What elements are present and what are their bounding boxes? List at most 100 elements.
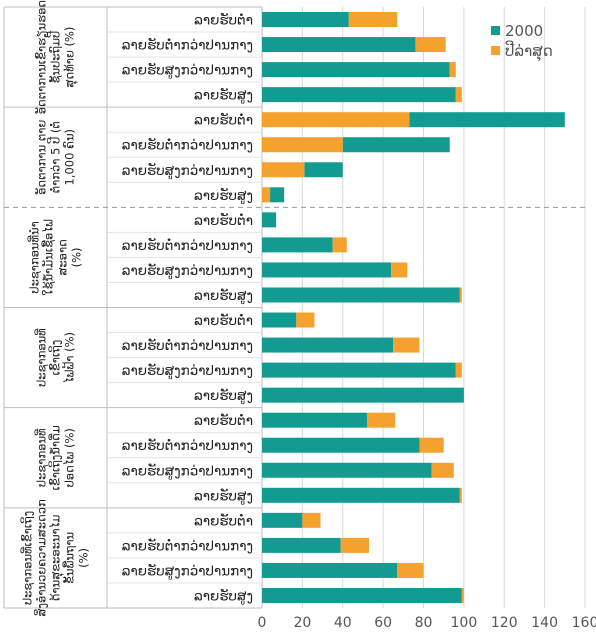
x-tick-label: 160 [572, 615, 596, 631]
category-label: ລາຍຮັບຕໍ່າ [194, 113, 253, 129]
group-label-line: ດ້ານສຸຂະອະນາໄມ [48, 515, 65, 602]
category-labels: ລາຍຮັບຕໍ່າລາຍຮັບຕໍ່າກວ່າປານກາງລາຍຮັບສູງກ… [122, 12, 253, 604]
bar-latest [397, 562, 424, 578]
bar-2000 [262, 287, 460, 303]
category-label: ລາຍຮັບສູງກວ່າປານກາງ [122, 263, 253, 279]
bar-2000 [262, 537, 341, 553]
bar-latest [302, 512, 321, 528]
group-label-line: (%) [77, 548, 91, 568]
bar-2000 [262, 237, 333, 253]
group-label-line: ຂັ້ນພື້ນຖານ [62, 532, 77, 584]
bar-2000 [262, 87, 456, 103]
category-label: ລາຍຮັບສູງ [194, 288, 253, 304]
group-label-line: ເຂົ້າເຖິງ [47, 340, 62, 376]
bar-latest [296, 312, 315, 328]
bar-2000 [342, 137, 450, 153]
chart-frame [3, 6, 585, 609]
group-label: ປະຊາກອນທີ່ເຂົ້າເຖິງສິ່ງອໍານວຍຄວາມສະດວກດ້… [19, 499, 90, 616]
legend-swatch [491, 26, 500, 35]
legend-swatch [491, 46, 500, 55]
category-label: ລາຍຮັບສູງ [194, 588, 253, 604]
x-tick-label: 140 [531, 615, 558, 631]
group-label-line: (%) [70, 247, 84, 267]
bar-2000 [262, 387, 464, 403]
bar-latest [419, 437, 444, 453]
x-tick-label: 100 [451, 615, 478, 631]
bar-2000 [262, 62, 450, 78]
group-label-line: ອັດຕາການເຂົ້າຮຽນຮອດ [34, 0, 49, 114]
category-label: ລາຍຮັບຕໍ່າ [194, 213, 253, 229]
category-label: ລາຍຮັບສູງ [194, 87, 253, 103]
x-tick-label: 60 [374, 615, 392, 631]
bar-2000 [262, 437, 420, 453]
legend-label: 2000 [505, 22, 543, 40]
bar-2000 [262, 262, 392, 278]
bar-latest [262, 137, 343, 153]
group-label-line: ປະຊາກອນທີ່ນໍາ [26, 221, 41, 293]
category-label: ລາຍຮັບຕໍ່າກວ່າປານກາງ [122, 238, 253, 254]
category-label: ລາຍຮັບສູງກວ່າປານກາງ [122, 563, 253, 579]
bar-2000 [262, 37, 416, 53]
category-label: ລາຍຮັບສູງກວ່າປານກາງ [122, 463, 253, 479]
bar-2000 [262, 362, 456, 378]
group-label-line: ອັດຕາການ ຕາຍ [34, 120, 48, 195]
category-label: ລາຍຮັບຕໍ່າກວ່າປານກາງ [122, 138, 253, 154]
category-label: ລາຍຮັບສູງ [194, 488, 253, 504]
group-label: ປະຊາກອນທີ່ເຂົ້າເຖິງໄຟຟ້າ (%) [33, 328, 76, 387]
category-label: ລາຍຮັບຕໍ່າກວ່າປານກາງ [122, 338, 253, 354]
bar-2000 [262, 562, 398, 578]
group-label-line: ສະອາດ [56, 239, 70, 276]
group-label: ອັດຕາການ ຕາຍຕໍ່າກວ່າ 5 ປີ (ຕໍ່1,000 ຄົນ) [34, 120, 76, 195]
bar-latest [366, 412, 396, 428]
group-label-line: ປະຊາກອນທີ່ເຂົ້າເຖິງ [19, 511, 34, 605]
bar-2000 [262, 587, 462, 603]
bar-2000 [270, 187, 285, 203]
bar-latest [391, 262, 408, 278]
category-label: ລາຍຮັບສູງ [194, 388, 253, 404]
legend-label: ປີລ່າສຸດ [505, 39, 553, 62]
group-label-line: ໄຟຟ້າ (%) [60, 332, 76, 383]
bar-2000 [304, 162, 343, 178]
group-label-line: ປອດໄພ (%) [62, 428, 77, 487]
group-label-line: 1,000 ຄົນ) [62, 129, 76, 186]
bar-2000 [262, 212, 277, 228]
bar-latest [262, 112, 410, 128]
category-label: ລາຍຮັບສູງກວ່າປານກາງ [122, 363, 253, 379]
category-label: ລາຍຮັບຕໍ່າກວ່າປານກາງ [122, 438, 253, 454]
x-tick-label: 0 [258, 615, 267, 631]
bar-latest [459, 487, 462, 503]
category-label: ລາຍຮັບສູງກວ່າປານກາງ [122, 163, 253, 179]
x-axis-ticks: 0 20 40 60 80 100 120 140 160 [258, 615, 596, 631]
group-label-line: ສຸດທ້າຍ (%) [62, 27, 79, 88]
category-label: ລາຍຮັບຕໍ່າ [194, 413, 253, 429]
bars [262, 12, 565, 603]
bar-latest [262, 162, 305, 178]
category-label: ລາຍຮັບຕໍ່າ [194, 313, 253, 329]
bar-latest [459, 287, 462, 303]
group-label: ປະຊາກອນທີ່ເຂົ້າເຖິງນໍ້າດື່ມປອດໄພ (%) [33, 425, 76, 490]
bar-latest [393, 337, 420, 353]
group-label-line: ໃຊ້ນໍ້າມັນເຊື້ອໄຟ [40, 219, 55, 296]
bar-latest [431, 462, 454, 478]
x-tick-label: 120 [491, 615, 518, 631]
bar-2000 [262, 487, 460, 503]
bar-latest [449, 62, 456, 78]
group-label-line: ເຂົ້າເຖິງນໍ້າດື່ມ [47, 425, 62, 490]
category-label: ລາຍຮັບຕໍ່າກວ່າປານກາງ [122, 538, 253, 554]
grid-lines [261, 7, 586, 608]
bar-latest [340, 537, 369, 553]
bar-2000 [409, 112, 565, 128]
bar-2000 [262, 462, 432, 478]
bar-2000 [262, 12, 349, 28]
group-label-line: ປະຊາກອນທີ່ [33, 428, 48, 487]
category-label: ລາຍຮັບຕໍ່າ [194, 513, 253, 529]
group-label-line: ປະຊາກອນທີ່ [33, 328, 48, 387]
category-label: ລາຍຮັບສູງ [194, 188, 253, 204]
group-label: ປະຊາກອນທີ່ນໍາໃຊ້ນໍ້າມັນເຊື້ອໄຟສະອາດ(%) [26, 219, 83, 296]
bar-latest [461, 587, 464, 603]
bar-2000 [262, 412, 367, 428]
group-label-line: ຊັ້ນປະຖົມປີ [46, 31, 62, 84]
bar-latest [262, 187, 271, 203]
